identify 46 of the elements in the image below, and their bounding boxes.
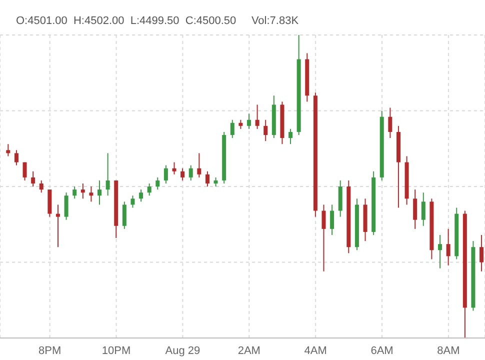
candlestick [180,168,185,181]
candlestick [139,189,144,202]
candlestick [330,204,334,236]
candlestick [80,182,85,200]
candlestick [122,201,126,230]
candlestick [72,186,77,200]
candlestick [89,186,94,202]
candlestick [22,162,27,181]
candlestick [421,192,426,226]
candlestick [172,162,176,175]
candlestick [205,170,210,187]
candlestick [156,176,160,190]
candlestick [31,170,36,187]
candlestick [98,180,102,206]
x-tick-label: 6AM [370,344,394,357]
candlestick [288,128,293,145]
candlestick [6,144,10,157]
candlestick [214,176,218,187]
candlestick [246,113,251,130]
candlestick [188,164,193,181]
candlestick [480,234,484,272]
x-tick-label: Aug 29 [165,344,200,357]
candlestick [147,182,152,196]
candlestick [264,119,268,142]
x-tick-label: 8AM [437,344,460,357]
candlestick [238,119,243,130]
candlestick [164,164,168,184]
candlestick [64,192,68,220]
candlestick [130,195,135,208]
candlestick [438,234,442,269]
candlestick [39,180,44,194]
candlestick [106,152,110,196]
x-tick-label: 8PM [38,344,62,357]
candlestick [230,119,234,139]
x-tick-label: 4AM [304,344,327,357]
candlestick [56,204,60,248]
candlestick [388,107,392,139]
candlestick [255,104,260,130]
x-tick-label: 2AM [238,344,260,357]
candlestick [197,152,202,178]
candlestick [322,204,326,272]
candlestick [446,228,450,266]
candlestick [14,150,18,166]
candlestick [413,189,418,230]
x-tick-label: 10PM [102,344,131,357]
text: O:4501.00 H:4502.00 L:4499.50 C:4500.50 Vol:7.83K [16,15,299,27]
